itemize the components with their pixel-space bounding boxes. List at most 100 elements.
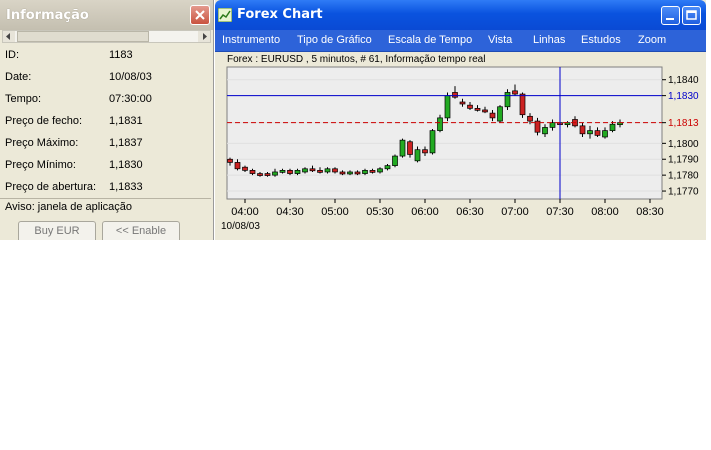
- scroll-thumb[interactable]: [17, 31, 149, 42]
- x-tick-label: 04:30: [276, 206, 304, 218]
- candle-body: [579, 125, 586, 135]
- candle-body: [422, 149, 428, 154]
- x-date-label: 10/08/03: [221, 221, 260, 232]
- candle-body: [317, 170, 323, 173]
- y-tick-label: 1,1813: [668, 118, 699, 129]
- chart-window-title: Forex Chart: [237, 7, 323, 22]
- info-row-open-price: Preço de abertura: 1,1833: [0, 176, 211, 198]
- x-tick-label: 07:30: [546, 206, 574, 218]
- info-label: Preço Máximo:: [5, 137, 79, 149]
- candle-body: [512, 90, 518, 95]
- info-value: 10/08/03: [109, 71, 152, 83]
- chart-title-bar[interactable]: Forex Chart: [215, 0, 706, 30]
- info-label: Preço Mínimo:: [5, 159, 76, 171]
- forex-chart-window: 1,1840 1,1830 1,1813 1,1800 1,1790 1,1780 1,17…: [215, 0, 706, 240]
- candle-body: [347, 171, 353, 175]
- candle-body: [474, 107, 481, 111]
- candle-body: [542, 127, 548, 135]
- menu-tipo-de-grafico[interactable]: Tipo de Gráfico: [297, 34, 372, 46]
- y-tick-label: 1,1840: [668, 75, 699, 86]
- info-value: 1,1830: [109, 159, 143, 171]
- candle-body: [227, 158, 233, 163]
- candle-body: [467, 104, 473, 109]
- info-title-bar[interactable]: Informação: [0, 0, 213, 30]
- candle-body: [489, 112, 496, 119]
- candle-body: [392, 155, 398, 166]
- info-row-high-price: Preço Máximo: 1,1837: [0, 132, 211, 154]
- candle-body: [309, 168, 316, 172]
- candle-body: [549, 122, 556, 128]
- info-row-close-price: Preço de fecho: 1,1831: [0, 110, 211, 132]
- candle-body: [279, 170, 286, 173]
- candle-body: [609, 123, 616, 131]
- candle-body: [414, 149, 421, 162]
- candle-body: [602, 130, 608, 138]
- x-tick-label: 05:00: [321, 206, 349, 218]
- candle-body: [324, 168, 331, 173]
- candle-body: [437, 117, 443, 131]
- chart-header-text: Forex : EURUSD , 5 minutos, # 61, Inform…: [227, 54, 486, 65]
- candle-body: [302, 168, 308, 173]
- chart-app-icon: [218, 8, 232, 22]
- menu-instrumento[interactable]: Instrumento: [222, 34, 281, 46]
- candlestick-chart[interactable]: 1,1840 1,1830 1,1813 1,1800 1,1790 1,1780 1,17…: [215, 0, 706, 240]
- info-label: Tempo:: [5, 93, 42, 105]
- scroll-right-arrow-icon[interactable]: [198, 31, 210, 42]
- enable-button[interactable]: << Enable: [102, 221, 180, 240]
- menu-bar: Instrumento Tipo de Gráfico Escala de Te…: [215, 30, 706, 52]
- status-text: Aviso: janela de aplicação: [5, 201, 132, 213]
- candle-body: [459, 101, 466, 105]
- y-tick-label: 1,1790: [668, 155, 699, 166]
- maximize-icon: [686, 10, 697, 20]
- candle-body: [272, 171, 278, 176]
- candle-body: [429, 130, 436, 154]
- info-value: 1,1831: [109, 115, 143, 127]
- menu-estudos[interactable]: Estudos: [581, 34, 621, 46]
- x-tick-label: 08:30: [636, 206, 664, 218]
- candle-body: [332, 168, 338, 173]
- y-tick-label: 1,1800: [668, 139, 699, 150]
- info-row-low-price: Preço Mínimo: 1,1830: [0, 154, 211, 176]
- menu-escala-de-tempo[interactable]: Escala de Tempo: [388, 34, 473, 46]
- menu-zoom[interactable]: Zoom: [638, 34, 667, 46]
- status-bar: Aviso: janela de aplicação: [0, 198, 211, 215]
- x-tick-label: 04:00: [231, 206, 259, 218]
- candle-body: [377, 168, 383, 173]
- overlay-lines: [227, 67, 662, 199]
- info-window: Informação ID: 1183 Date: 10/08/03 Tempo…: [0, 0, 214, 240]
- candle-body: [504, 92, 511, 108]
- scroll-left-arrow-icon[interactable]: [3, 31, 15, 42]
- candle-body: [339, 171, 346, 175]
- buy-eur-button[interactable]: Buy EUR: [18, 221, 96, 240]
- candle-body: [407, 141, 413, 155]
- candle-body: [264, 173, 271, 176]
- menu-vista[interactable]: Vista: [488, 34, 513, 46]
- candle-body: [287, 170, 293, 174]
- minimize-icon: [666, 18, 674, 20]
- x-tick-label: 05:30: [366, 206, 394, 218]
- y-tick-label: 1,1770: [668, 187, 699, 198]
- close-button[interactable]: [190, 5, 210, 25]
- x-tick-label: 07:00: [501, 206, 529, 218]
- candle-body: [369, 170, 376, 173]
- info-row-date: Date: 10/08/03: [0, 66, 211, 88]
- candle-body: [399, 139, 406, 157]
- info-label: Preço de abertura:: [5, 181, 97, 193]
- candle-body: [497, 106, 503, 122]
- info-value: 1183: [109, 49, 133, 61]
- info-label: Date:: [5, 71, 32, 83]
- candle-body: [482, 109, 488, 113]
- menu-linhas[interactable]: Linhas: [533, 34, 566, 46]
- candle-body: [384, 165, 391, 170]
- info-row-time: Tempo: 07:30:00: [0, 88, 211, 110]
- maximize-button[interactable]: [682, 6, 701, 25]
- candle-body: [594, 130, 601, 136]
- x-tick-label: 08:00: [591, 206, 619, 218]
- close-icon: [195, 10, 205, 20]
- minimize-button[interactable]: [661, 6, 680, 25]
- candles: [227, 84, 623, 177]
- candle-body: [257, 173, 263, 176]
- horizontal-scrollbar[interactable]: [2, 30, 211, 43]
- candle-body: [354, 171, 361, 175]
- candle-body: [587, 130, 593, 135]
